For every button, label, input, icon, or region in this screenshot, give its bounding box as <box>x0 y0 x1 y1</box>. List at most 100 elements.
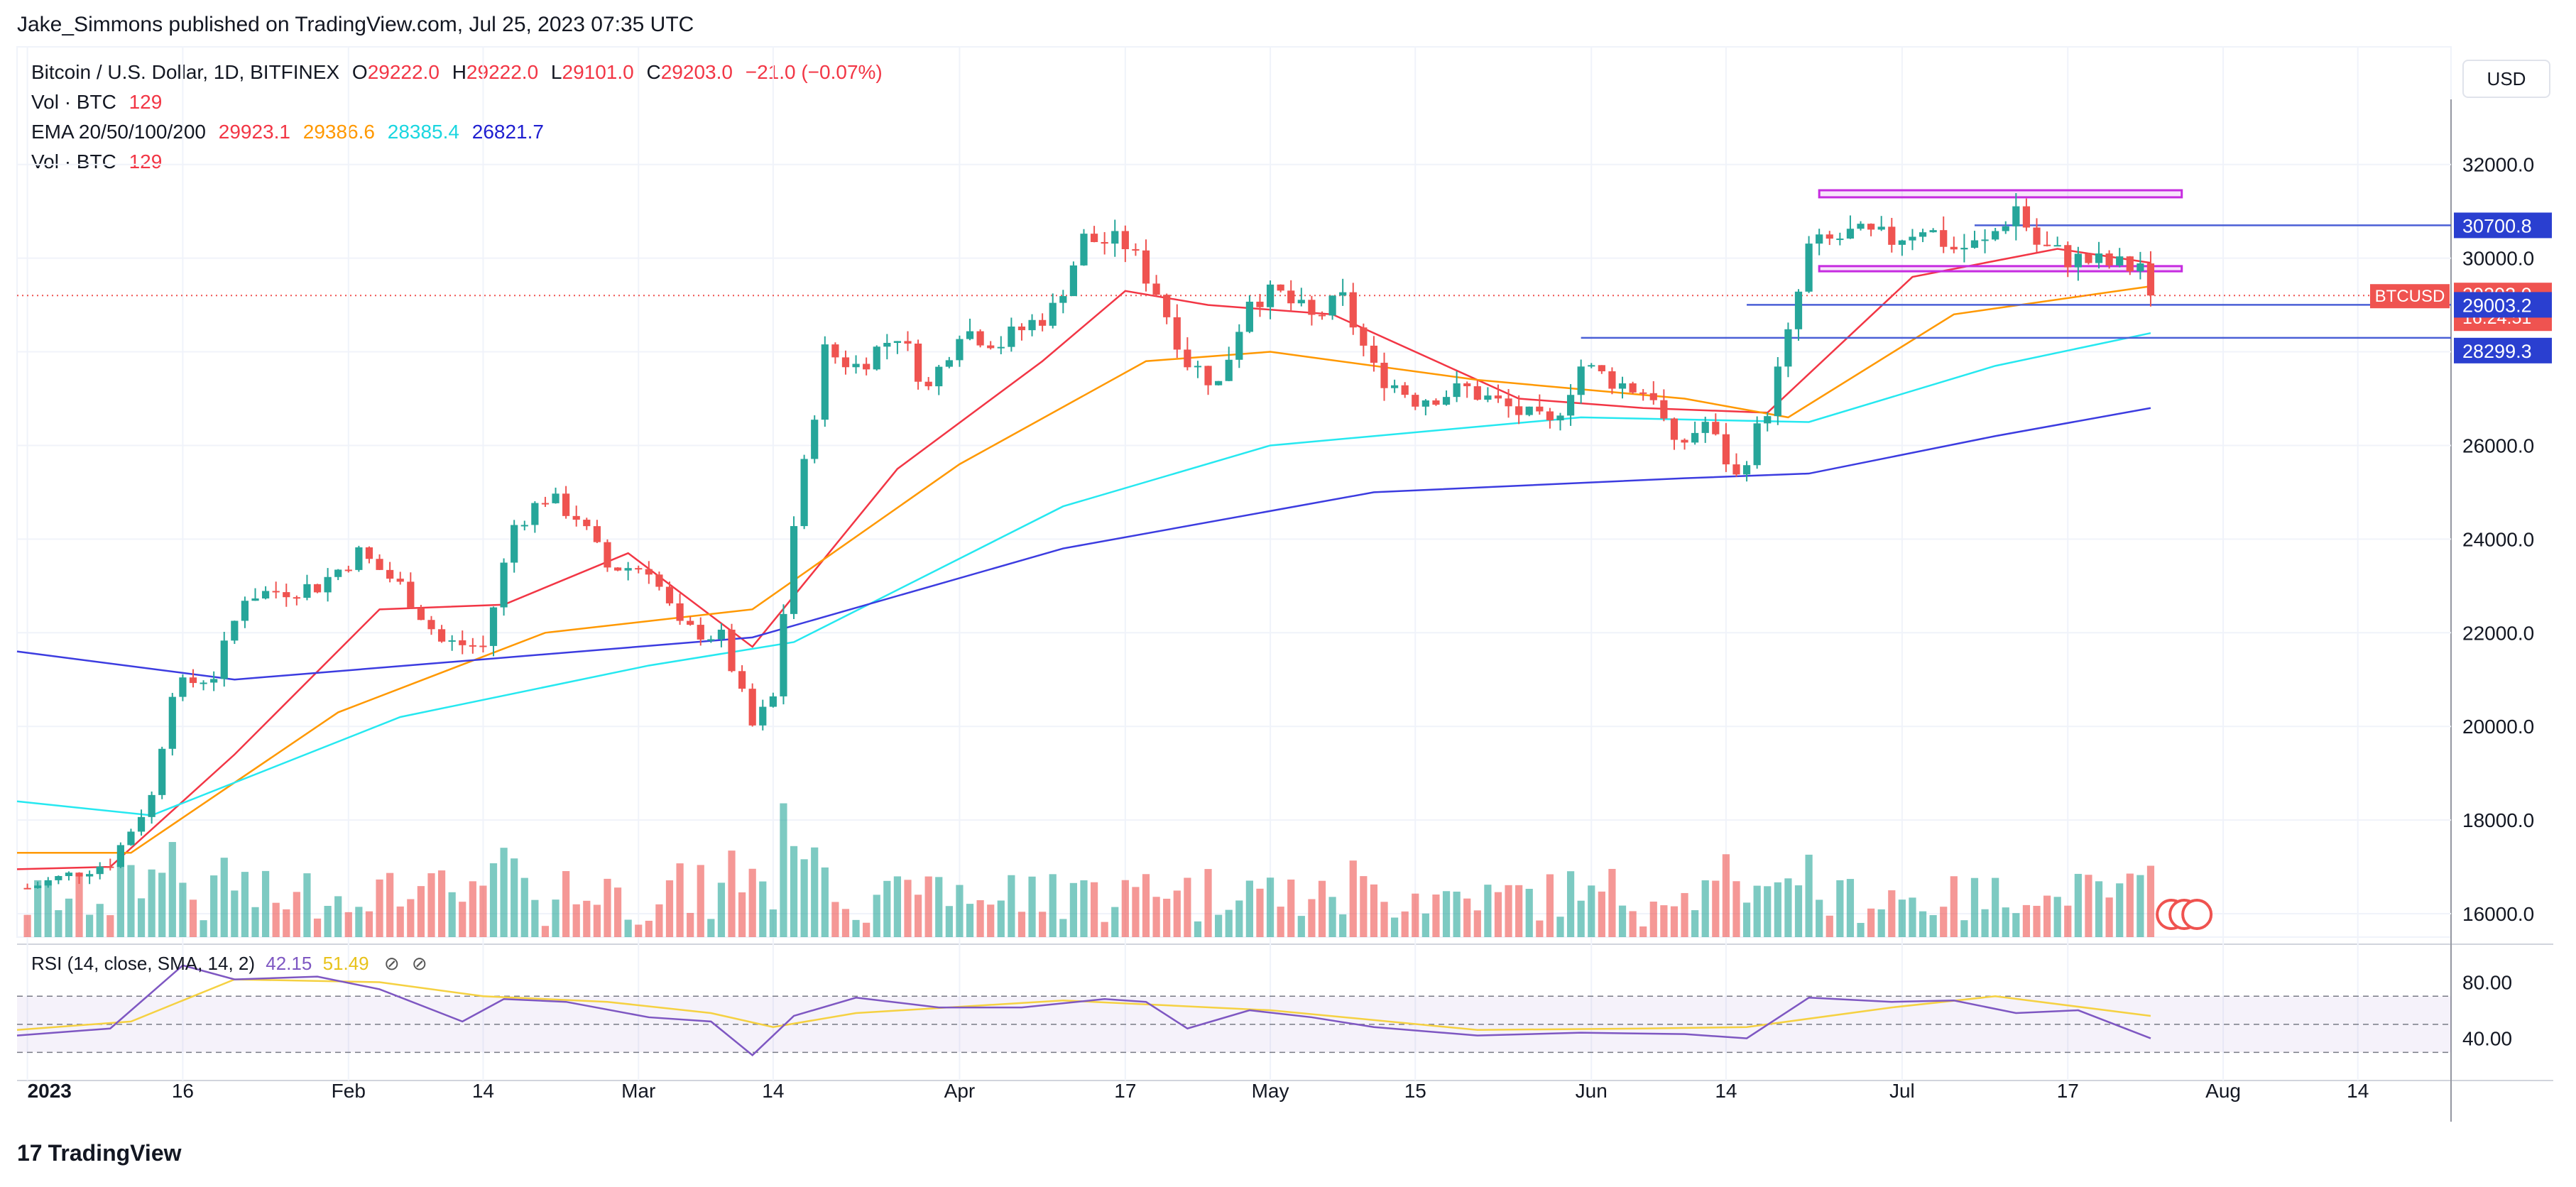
candle-body <box>75 873 83 877</box>
settings-icon[interactable]: ⊘ <box>411 953 427 974</box>
candle-body <box>1566 395 1575 416</box>
candle-body <box>23 887 31 890</box>
candles <box>23 193 2213 930</box>
legend-symbol[interactable]: Bitcoin / U.S. Dollar, 1D, BITFINEX <box>31 61 340 83</box>
candle-body <box>261 591 270 598</box>
candle-body <box>365 547 373 559</box>
volume-bar <box>500 848 508 937</box>
candle-body <box>1742 465 1751 475</box>
candle-body <box>2136 263 2144 272</box>
volume-bar <box>1080 880 1088 937</box>
rsi-line <box>16 964 2151 1056</box>
candle-body <box>904 341 912 344</box>
countdown-timer: 16:24:51 <box>2462 308 2531 328</box>
eye-icon[interactable]: ⊘ <box>383 953 400 974</box>
candle-body <box>1318 314 1326 317</box>
volume-bar <box>210 875 218 937</box>
volume-bar <box>2053 897 2061 937</box>
legend-vol2-label[interactable]: Vol · BTC <box>31 151 116 173</box>
volume-bar <box>2002 907 2009 937</box>
volume-bar <box>1132 887 1140 937</box>
candle-body <box>479 645 487 647</box>
volume-bar <box>883 880 891 937</box>
x-tick-label: Mar <box>621 1080 655 1102</box>
volume-bar <box>127 865 135 937</box>
volume-bar <box>1629 911 1637 937</box>
candle-body <box>1670 418 1679 440</box>
candle-body <box>1328 295 1336 316</box>
x-tick-label: 17 <box>1114 1080 1136 1102</box>
candle-body <box>251 598 259 601</box>
volume-bar <box>1308 899 1316 937</box>
candle-body <box>1784 329 1792 367</box>
volume-bar <box>1287 879 1295 937</box>
legend-ema-label[interactable]: EMA 20/50/100/200 <box>31 121 206 143</box>
volume-bar <box>1970 877 1979 937</box>
volume-bar <box>293 892 300 937</box>
footer-brand[interactable]: 17 TradingView <box>17 1140 182 1166</box>
price-tag <box>2454 337 2552 363</box>
volume-bar <box>1069 882 1078 937</box>
candle-body <box>407 581 415 608</box>
volume-bar <box>148 869 155 937</box>
candle-body <box>1805 244 1813 292</box>
volume-bar <box>448 892 456 937</box>
candle-body <box>220 640 228 679</box>
volume-bar <box>572 904 580 937</box>
candle-body <box>1753 423 1761 466</box>
rsi-tick-label: 40.00 <box>2462 1028 2512 1050</box>
candle-body <box>863 363 871 370</box>
volume-bar <box>624 919 632 937</box>
volume-bar <box>334 896 342 937</box>
candle-body <box>1898 240 1906 245</box>
candle-body <box>1950 246 1958 250</box>
volume-bar <box>1484 885 1492 937</box>
candle-body <box>2116 256 2124 266</box>
candle-body <box>1049 302 1057 326</box>
x-tick-label: Aug <box>2205 1080 2241 1102</box>
x-tick-label: Apr <box>944 1080 976 1102</box>
volume-bar <box>593 904 601 937</box>
candle-body <box>386 569 394 579</box>
volume-bar <box>1328 897 1336 937</box>
rsi-ma-line <box>16 978 2151 1031</box>
volume-bar <box>489 863 498 937</box>
candle-body <box>831 344 839 358</box>
volume-bar <box>2064 905 2072 937</box>
candle-body <box>1163 295 1171 317</box>
candle-body <box>1836 239 1844 241</box>
candle-body <box>1577 366 1585 395</box>
volume-bar <box>1142 874 1150 937</box>
candle-body <box>1712 422 1720 434</box>
legend-vol2-value: 129 <box>129 151 163 173</box>
candle-body <box>2146 263 2155 296</box>
legend-vol-label[interactable]: Vol · BTC <box>31 91 116 113</box>
candle-body <box>707 639 715 641</box>
volume-bar <box>1121 880 1129 937</box>
volume-bar <box>655 904 663 937</box>
volume-bar <box>1805 854 1813 937</box>
volume-bar <box>1525 888 1533 937</box>
candle-body <box>1970 240 1979 248</box>
volume-bar <box>1888 890 1896 937</box>
candle-body <box>1629 383 1637 393</box>
candle-body <box>1816 234 1823 244</box>
volume-bar <box>55 910 62 937</box>
y-tick-label: 26000.0 <box>2462 434 2534 456</box>
candle-body <box>1505 398 1512 407</box>
candle-body <box>748 689 756 726</box>
volume-bar <box>1588 885 1595 937</box>
candle-body <box>976 331 984 346</box>
volume-bar <box>635 924 643 937</box>
volume-bar <box>1442 891 1451 937</box>
candle-body <box>1867 224 1875 230</box>
ema-lines <box>16 248 2151 870</box>
candle-body <box>997 346 1005 349</box>
candle-body <box>1225 359 1233 381</box>
rsi-label[interactable]: RSI (14, close, SMA, 14, 2) <box>31 953 256 974</box>
candle-body <box>1121 231 1129 250</box>
volume-bar <box>355 907 363 937</box>
currency-button[interactable]: USD <box>2462 60 2550 98</box>
legend-close: C29203.0 <box>646 61 733 83</box>
candle-body <box>2043 244 2051 246</box>
